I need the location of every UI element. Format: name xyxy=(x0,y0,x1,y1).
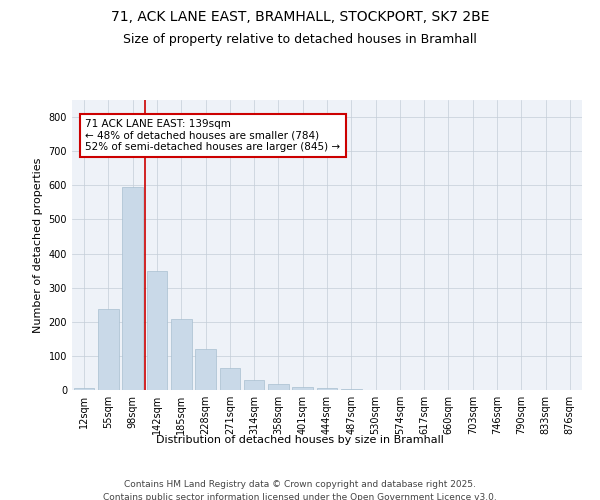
Bar xyxy=(292,386,313,390)
Y-axis label: Number of detached properties: Number of detached properties xyxy=(33,158,43,332)
Bar xyxy=(122,187,143,390)
Bar xyxy=(244,380,265,390)
Bar xyxy=(268,384,289,390)
Text: Contains HM Land Registry data © Crown copyright and database right 2025.
Contai: Contains HM Land Registry data © Crown c… xyxy=(103,480,497,500)
Text: Size of property relative to detached houses in Bramhall: Size of property relative to detached ho… xyxy=(123,32,477,46)
Bar xyxy=(146,270,167,390)
Text: 71 ACK LANE EAST: 139sqm
← 48% of detached houses are smaller (784)
52% of semi-: 71 ACK LANE EAST: 139sqm ← 48% of detach… xyxy=(85,119,340,152)
Bar xyxy=(317,388,337,390)
Bar xyxy=(171,320,191,390)
Bar xyxy=(98,309,119,390)
Bar xyxy=(74,388,94,390)
Text: Distribution of detached houses by size in Bramhall: Distribution of detached houses by size … xyxy=(156,435,444,445)
Bar xyxy=(195,349,216,390)
Bar xyxy=(220,368,240,390)
Text: 71, ACK LANE EAST, BRAMHALL, STOCKPORT, SK7 2BE: 71, ACK LANE EAST, BRAMHALL, STOCKPORT, … xyxy=(111,10,489,24)
